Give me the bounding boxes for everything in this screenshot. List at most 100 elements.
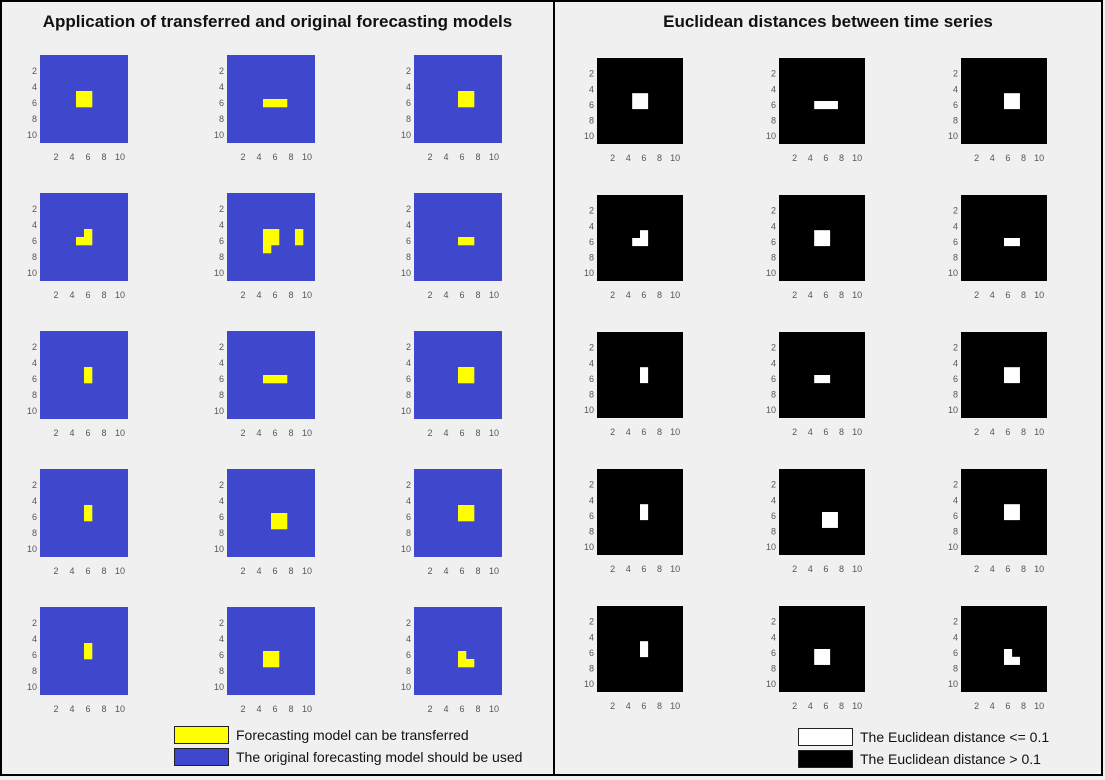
heatmap-cell — [640, 375, 649, 384]
y-tick-label: 2 — [589, 206, 594, 216]
heatmap-cell — [640, 512, 649, 521]
y-tick-label: 8 — [771, 253, 776, 263]
y-tick-label: 8 — [32, 252, 37, 262]
x-tick-label: 10 — [852, 427, 862, 437]
y-tick-label: 6 — [219, 236, 224, 246]
y-tick-label: 6 — [406, 512, 411, 522]
heatmap-cell — [271, 375, 280, 384]
x-tick-label: 10 — [489, 152, 499, 162]
y-tick-label: 6 — [953, 237, 958, 247]
heatmap-cell — [271, 513, 280, 522]
y-tick-label: 4 — [589, 495, 594, 505]
x-tick-label: 2 — [53, 566, 58, 576]
heatmap-cell — [295, 237, 304, 246]
x-tick-label: 6 — [641, 290, 646, 300]
heatmap-cell — [822, 656, 831, 665]
y-tick-label: 2 — [771, 617, 776, 627]
x-tick-label: 8 — [288, 290, 293, 300]
heatmap-cell — [1004, 367, 1013, 376]
x-tick-label: 4 — [443, 290, 448, 300]
y-tick-label: 10 — [401, 682, 411, 692]
x-tick-label: 6 — [823, 153, 828, 163]
y-tick-label: 6 — [406, 374, 411, 384]
heatmap-cell — [829, 101, 838, 110]
y-tick-label: 10 — [948, 679, 958, 689]
heatmap-cell — [458, 99, 467, 108]
y-tick-label: 10 — [214, 406, 224, 416]
heatmap-cell — [1011, 504, 1020, 513]
x-tick-label: 6 — [459, 152, 464, 162]
y-tick-label: 8 — [771, 390, 776, 400]
y-tick-label: 8 — [589, 527, 594, 537]
y-tick-label: 2 — [771, 480, 776, 490]
x-tick-label: 4 — [626, 427, 631, 437]
y-tick-label: 6 — [32, 374, 37, 384]
heatmap-cell — [76, 91, 85, 100]
x-tick-label: 2 — [240, 428, 245, 438]
y-tick-label: 4 — [771, 358, 776, 368]
x-tick-label: 6 — [272, 566, 277, 576]
y-tick-label: 10 — [401, 406, 411, 416]
y-tick-label: 6 — [589, 237, 594, 247]
x-tick-label: 8 — [839, 427, 844, 437]
left-panel: Application of transferred and original … — [0, 0, 555, 776]
x-tick-label: 2 — [974, 427, 979, 437]
y-tick-label: 8 — [589, 253, 594, 263]
x-tick-label: 6 — [1005, 427, 1010, 437]
y-tick-label: 6 — [32, 98, 37, 108]
heatmap-cell — [466, 505, 475, 514]
heatmap-cell — [263, 229, 272, 238]
y-tick-label: 10 — [214, 268, 224, 278]
x-tick-label: 2 — [610, 701, 615, 711]
x-tick-label: 8 — [101, 290, 106, 300]
x-tick-label: 4 — [990, 153, 995, 163]
y-tick-label: 10 — [948, 131, 958, 141]
legend-label: The Euclidean distance <= 0.1 — [860, 729, 1050, 745]
x-tick-label: 4 — [69, 428, 74, 438]
heatmap-cell — [1011, 93, 1020, 102]
heatmap-cell — [1011, 656, 1020, 665]
y-tick-label: 4 — [406, 82, 411, 92]
left-panel-title: Application of transferred and original … — [42, 12, 513, 31]
y-tick-label: 6 — [406, 98, 411, 108]
x-tick-label: 2 — [240, 152, 245, 162]
x-tick-label: 10 — [670, 427, 680, 437]
heatmap-cell — [84, 651, 93, 660]
x-tick-label: 10 — [115, 152, 125, 162]
x-tick-label: 10 — [489, 566, 499, 576]
y-tick-label: 2 — [406, 618, 411, 628]
x-tick-label: 8 — [1021, 153, 1026, 163]
y-tick-label: 8 — [406, 114, 411, 124]
heatmap-cell — [271, 521, 280, 530]
heatmap-cell — [640, 93, 649, 102]
y-tick-label: 2 — [32, 342, 37, 352]
y-tick-label: 8 — [406, 252, 411, 262]
y-tick-label: 8 — [953, 116, 958, 126]
heatmap-cell — [1011, 512, 1020, 521]
y-tick-label: 10 — [766, 268, 776, 278]
x-tick-label: 6 — [85, 704, 90, 714]
heatmap-cell — [1011, 375, 1020, 384]
left-legend: Forecasting model can be transferred The… — [174, 726, 554, 770]
x-tick-label: 4 — [808, 153, 813, 163]
x-tick-label: 8 — [657, 290, 662, 300]
heatmap-cell — [829, 519, 838, 528]
heatmap-cell — [640, 641, 649, 650]
x-tick-label: 2 — [610, 564, 615, 574]
x-tick-label: 8 — [101, 566, 106, 576]
heatmap-cell — [84, 643, 93, 652]
x-tick-label: 8 — [475, 428, 480, 438]
x-tick-label: 2 — [792, 564, 797, 574]
x-tick-label: 2 — [53, 290, 58, 300]
y-tick-label: 10 — [401, 130, 411, 140]
y-tick-label: 4 — [406, 634, 411, 644]
heatmap-cell — [279, 513, 288, 522]
